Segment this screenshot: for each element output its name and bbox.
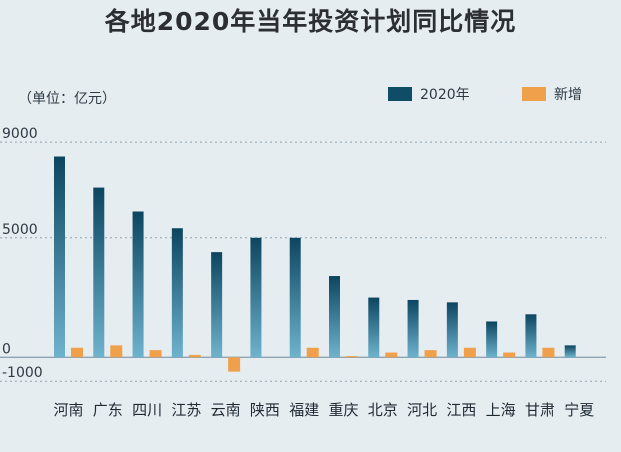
bar-new: [149, 350, 162, 358]
unit-label: （单位：亿元）: [18, 91, 116, 107]
y-tick-label: 5000: [2, 222, 38, 238]
x-tick-label: 广东: [93, 401, 123, 419]
bar-2020: [171, 228, 183, 358]
legend-item-new: 新增: [522, 84, 582, 104]
bar-2020: [564, 345, 576, 358]
bar-2020: [132, 211, 144, 358]
bar-new: [71, 347, 83, 358]
bar-2020: [329, 276, 340, 358]
x-tick-label: 甘肃: [525, 401, 555, 419]
bar-new: [542, 347, 555, 358]
bar-new: [503, 352, 516, 358]
y-tick-label: 9000: [2, 126, 38, 142]
x-tick-label: 宁夏: [564, 401, 594, 419]
bar-new: [188, 354, 201, 358]
bar-new: [424, 350, 437, 358]
bar-2020: [368, 297, 380, 358]
bar-2020: [446, 302, 458, 358]
x-tick-label: 四川: [132, 401, 162, 419]
x-tick-label: 福建: [289, 401, 319, 419]
bar-new: [306, 347, 319, 358]
x-tick-label: 重庆: [328, 401, 358, 419]
bar-2020: [486, 321, 498, 358]
bar-2020: [250, 237, 262, 358]
x-tick-label: 江西: [446, 401, 476, 419]
chart-title: 各地2020年当年投资计划同比情况: [104, 7, 517, 36]
y-tick-label: 0: [2, 341, 11, 357]
legend-swatch-2020: [388, 87, 412, 101]
bar-new: [110, 345, 123, 358]
bar-new: [463, 347, 476, 358]
legend-item-2020: 2020年: [388, 84, 470, 104]
bar-2020: [93, 187, 105, 358]
legend-label-new: 新增: [554, 87, 582, 103]
x-tick-label: 河北: [407, 401, 437, 419]
bar-2020: [211, 252, 223, 358]
legend-swatch-new: [522, 87, 546, 101]
x-tick-label: 上海: [486, 401, 516, 419]
x-tick-label: 云南: [211, 401, 241, 419]
x-tick-label: 江苏: [171, 401, 201, 419]
bar-2020: [407, 299, 419, 358]
x-tick-label: 北京: [368, 401, 398, 419]
x-tick-label: 陕西: [250, 401, 280, 419]
x-tick-label: 河南: [53, 401, 83, 419]
bar-new: [228, 357, 241, 372]
bar-2020: [54, 156, 65, 358]
bar-new: [346, 356, 358, 358]
bar-2020: [525, 314, 537, 358]
legend-label-2020: 2020年: [420, 87, 470, 103]
bar-2020: [289, 237, 301, 358]
y-tick-label: -1000: [2, 365, 43, 381]
bar-new: [385, 352, 398, 358]
